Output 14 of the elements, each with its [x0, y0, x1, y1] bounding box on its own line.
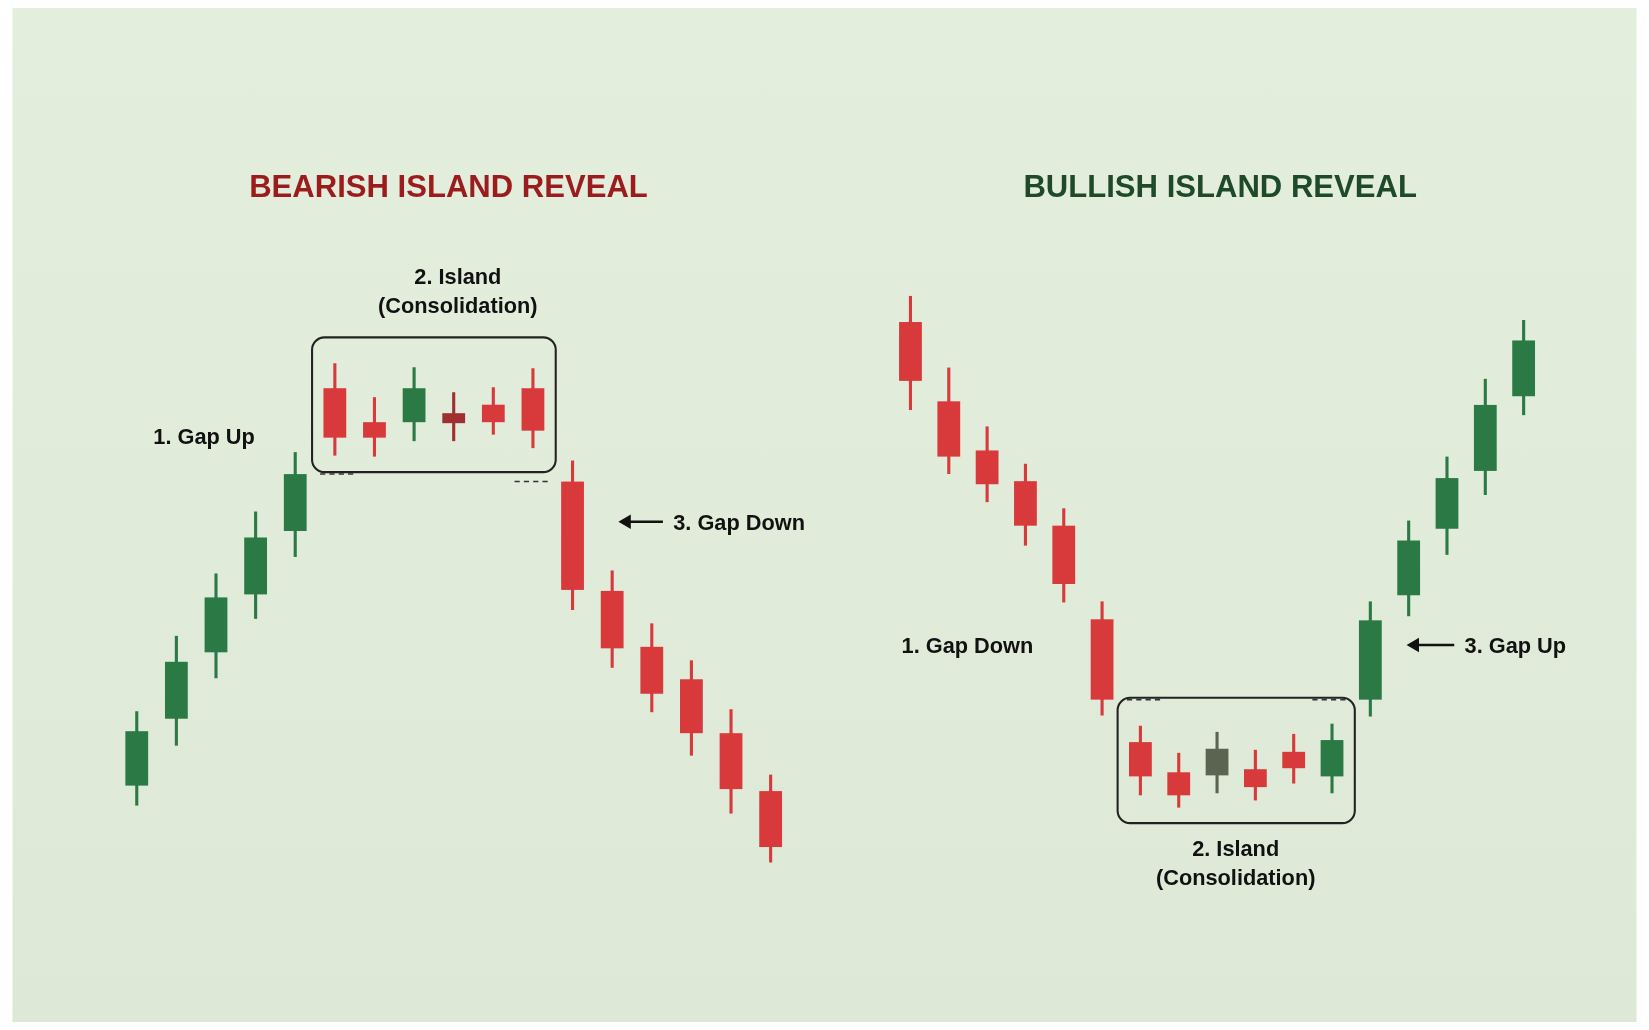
candlestick — [1282, 732, 1306, 784]
chart-title: BEARISH ISLAND REVEAL — [249, 168, 648, 204]
text: 2. Island (Consolidation) — [1155, 836, 1316, 891]
candlestick — [1167, 751, 1191, 808]
text: 2. Island (Consolidation) — [378, 263, 538, 318]
candlestick — [442, 392, 466, 443]
chart-title: BULLISH ISLAND REVEAL — [1023, 168, 1417, 204]
annotation: 3. Gap Up — [1464, 633, 1567, 659]
annotation: 3. Gap Down — [673, 510, 806, 536]
annotation: 1. Gap Down — [901, 633, 1034, 659]
candlestick — [481, 387, 505, 435]
candlestick — [1243, 748, 1267, 801]
annotation: 1. Gap Up — [153, 424, 255, 450]
candlestick — [363, 397, 386, 457]
